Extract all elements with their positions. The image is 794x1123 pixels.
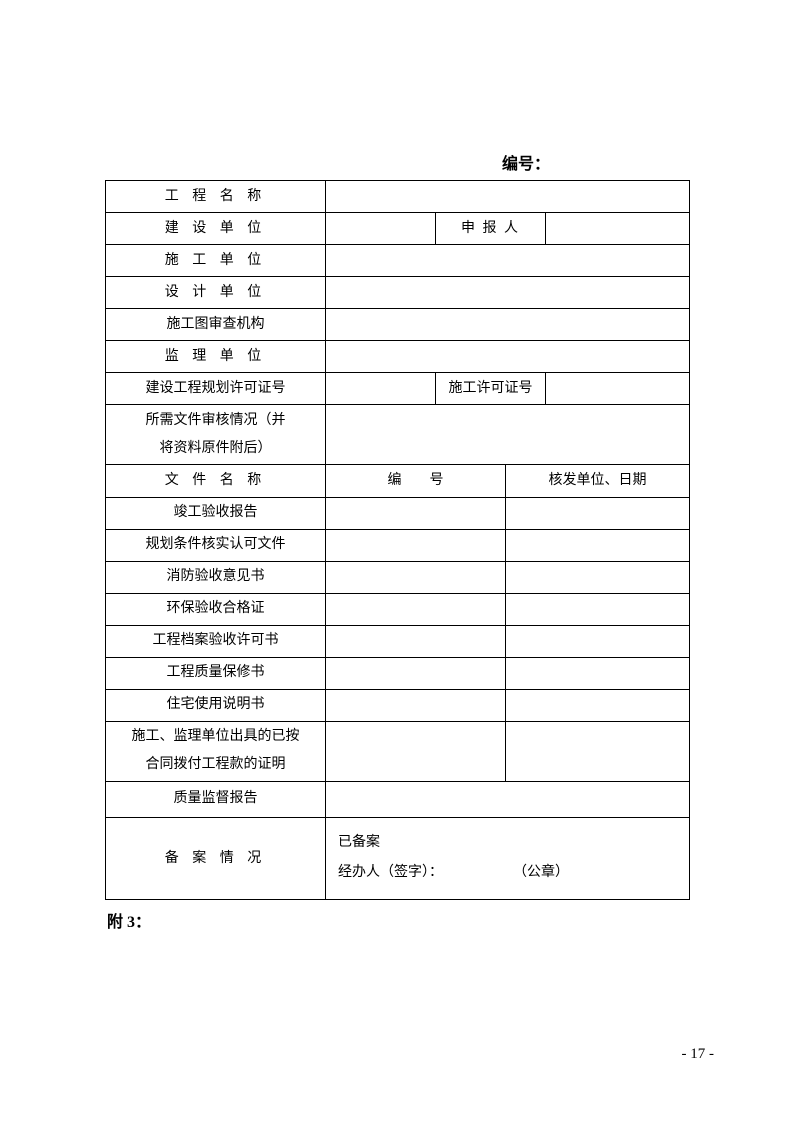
- label-fire-acceptance: 消防验收意见书: [106, 561, 326, 593]
- label-drawing-review: 施工图审查机构: [106, 309, 326, 341]
- label-planning-permit: 建设工程规划许可证号: [106, 373, 326, 405]
- number-residential-manual: [326, 689, 506, 721]
- label-doc-issuer: 核发单位、日期: [506, 465, 690, 497]
- value-required-docs: [326, 405, 690, 465]
- issuer-payment-proof: [506, 721, 690, 781]
- row-fire-acceptance: 消防验收意见书: [106, 561, 690, 593]
- number-quality-warranty: [326, 657, 506, 689]
- label-residential-manual: 住宅使用说明书: [106, 689, 326, 721]
- label-applicant: 申 报 人: [436, 213, 546, 245]
- page-number: - 17 -: [682, 1046, 715, 1063]
- row-project-name: 工 程 名 称: [106, 181, 690, 213]
- row-planning-permit: 建设工程规划许可证号 施工许可证号: [106, 373, 690, 405]
- row-quality-warranty: 工程质量保修书: [106, 657, 690, 689]
- issuer-completion-report: [506, 497, 690, 529]
- label-supervision-unit: 监 理 单 位: [106, 341, 326, 373]
- row-archive-acceptance: 工程档案验收许可书: [106, 625, 690, 657]
- label-required-docs: 所需文件审核情况（并 将资料原件附后）: [106, 405, 326, 465]
- label-planning-verify: 规划条件核实认可文件: [106, 529, 326, 561]
- issuer-fire-acceptance: [506, 561, 690, 593]
- row-residential-manual: 住宅使用说明书: [106, 689, 690, 721]
- row-drawing-review: 施工图审查机构: [106, 309, 690, 341]
- label-quality-supervision: 质量监督报告: [106, 781, 326, 817]
- value-contractor-unit: [326, 245, 690, 277]
- label-filing-status: 备 案 情 况: [106, 817, 326, 900]
- number-planning-verify: [326, 529, 506, 561]
- row-construction-unit: 建 设 单 位 申 报 人: [106, 213, 690, 245]
- number-completion-report: [326, 497, 506, 529]
- value-drawing-review: [326, 309, 690, 341]
- number-fire-acceptance: [326, 561, 506, 593]
- value-project-name: [326, 181, 690, 213]
- label-construction-permit: 施工许可证号: [436, 373, 546, 405]
- issuer-residential-manual: [506, 689, 690, 721]
- value-filing-status: 已备案 经办人（签字）： （公章）: [326, 817, 690, 900]
- issuer-archive-acceptance: [506, 625, 690, 657]
- docs-table: 文 件 名 称 编 号 核发单位、日期 竣工验收报告 规划条件核实认可文件 消防…: [105, 465, 690, 900]
- row-doc-header: 文 件 名 称 编 号 核发单位、日期: [106, 465, 690, 497]
- row-design-unit: 设 计 单 位: [106, 277, 690, 309]
- value-quality-supervision: [326, 781, 690, 817]
- row-completion-report: 竣工验收报告: [106, 497, 690, 529]
- label-contractor-unit: 施 工 单 位: [106, 245, 326, 277]
- row-contractor-unit: 施 工 单 位: [106, 245, 690, 277]
- label-payment-proof: 施工、监理单位出具的已按 合同拨付工程款的证明: [106, 721, 326, 781]
- label-completion-report: 竣工验收报告: [106, 497, 326, 529]
- label-doc-number: 编 号: [326, 465, 506, 497]
- value-construction-unit: [326, 213, 436, 245]
- label-design-unit: 设 计 单 位: [106, 277, 326, 309]
- form-table: 工 程 名 称 建 设 单 位 申 报 人 施 工 单 位 设 计 单 位 施工…: [105, 180, 690, 465]
- row-supervision-unit: 监 理 单 位: [106, 341, 690, 373]
- label-env-acceptance: 环保验收合格证: [106, 593, 326, 625]
- label-construction-unit: 建 设 单 位: [106, 213, 326, 245]
- value-planning-permit: [326, 373, 436, 405]
- number-env-acceptance: [326, 593, 506, 625]
- row-payment-proof: 施工、监理单位出具的已按 合同拨付工程款的证明: [106, 721, 690, 781]
- value-supervision-unit: [326, 341, 690, 373]
- attachment-label: 附 3：: [105, 908, 690, 932]
- value-construction-permit: [546, 373, 690, 405]
- label-quality-warranty: 工程质量保修书: [106, 657, 326, 689]
- number-archive-acceptance: [326, 625, 506, 657]
- label-project-name: 工 程 名 称: [106, 181, 326, 213]
- value-applicant: [546, 213, 690, 245]
- number-label: 编号：: [105, 150, 690, 174]
- label-archive-acceptance: 工程档案验收许可书: [106, 625, 326, 657]
- value-design-unit: [326, 277, 690, 309]
- issuer-planning-verify: [506, 529, 690, 561]
- row-env-acceptance: 环保验收合格证: [106, 593, 690, 625]
- row-planning-verify: 规划条件核实认可文件: [106, 529, 690, 561]
- label-doc-name: 文 件 名 称: [106, 465, 326, 497]
- issuer-env-acceptance: [506, 593, 690, 625]
- row-filing-status: 备 案 情 况 已备案 经办人（签字）： （公章）: [106, 817, 690, 900]
- row-quality-supervision: 质量监督报告: [106, 781, 690, 817]
- number-payment-proof: [326, 721, 506, 781]
- issuer-quality-warranty: [506, 657, 690, 689]
- row-required-docs: 所需文件审核情况（并 将资料原件附后）: [106, 405, 690, 465]
